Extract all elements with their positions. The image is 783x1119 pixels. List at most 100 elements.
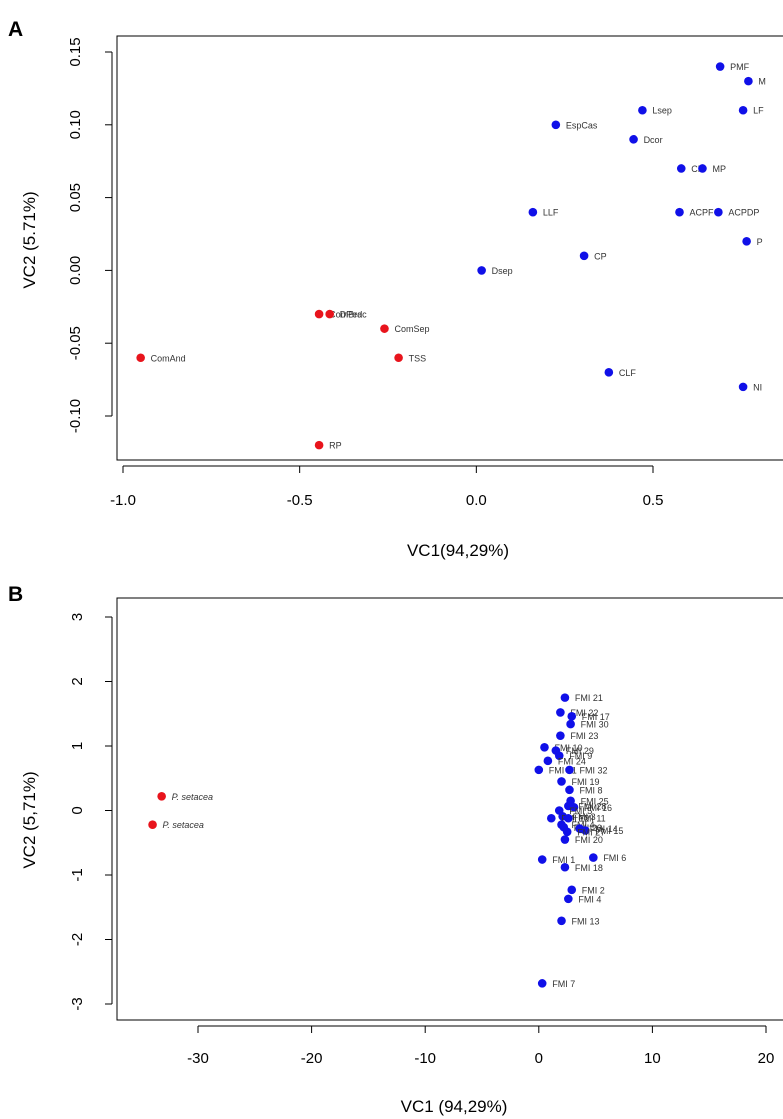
- data-point: [136, 353, 145, 363]
- point-label: LF: [753, 106, 764, 116]
- data-point: [157, 792, 166, 801]
- x-tick-label: 0.5: [643, 492, 664, 509]
- point-label: FMI 27: [577, 827, 605, 837]
- point-label: FMI 13: [572, 916, 600, 926]
- data-point: [380, 324, 389, 333]
- y-tick-label: -0.05: [67, 326, 84, 360]
- data-point: [554, 751, 564, 760]
- y-tick-label: 0.15: [67, 37, 84, 66]
- y-tick-label: 3: [69, 613, 86, 621]
- point-label: P. setacea: [163, 820, 204, 830]
- point-label: FMI 5: [569, 806, 592, 816]
- point-label: P. setacea: [172, 792, 213, 802]
- y-tick-label: -2: [69, 933, 86, 946]
- point-label: FMI 32: [579, 765, 607, 775]
- data-point: [564, 894, 573, 904]
- data-point: [579, 251, 589, 261]
- point-label: FMI 19: [572, 777, 600, 787]
- point-label: ComAnd: [151, 353, 186, 363]
- data-point: [629, 135, 638, 144]
- data-point: [314, 440, 324, 450]
- x-tick-label: -1.0: [110, 492, 136, 509]
- point-label: CP: [594, 251, 607, 261]
- data-point: [560, 862, 570, 872]
- data-point: [477, 266, 486, 275]
- data-point: [567, 712, 577, 721]
- point-label: FMI 18: [575, 863, 603, 873]
- y-tick-label: 0.10: [67, 110, 84, 139]
- x-tick-label: 20: [758, 1050, 775, 1067]
- data-point: [556, 731, 565, 740]
- point-label: LLF: [543, 208, 559, 218]
- data-point: [543, 756, 553, 766]
- data-point: [562, 827, 572, 837]
- data-point: [715, 62, 725, 71]
- data-point: [551, 120, 561, 130]
- panel-a-y-axis-title: VC2 (5.71%): [20, 191, 39, 288]
- point-label: Dsep: [492, 266, 513, 276]
- data-point: [565, 785, 574, 795]
- point-label: CLF: [619, 368, 637, 378]
- panel-b-plot-frame: [116, 597, 783, 1021]
- x-tick-label: 0.0: [466, 492, 487, 509]
- panel-a-plot-frame: [116, 35, 783, 461]
- data-point: [325, 309, 335, 319]
- data-point: [738, 382, 748, 392]
- point-label: FMI 12: [561, 814, 589, 824]
- data-point: [566, 719, 575, 729]
- y-tick-label: 0.05: [67, 183, 84, 212]
- point-label: FMI 21: [575, 693, 603, 703]
- point-label: FMI 14: [590, 824, 618, 834]
- point-label: ACPDP: [728, 208, 759, 218]
- point-label: FMI 24: [558, 756, 586, 766]
- y-tick-label: -1: [69, 868, 86, 881]
- point-label: M: [758, 77, 766, 87]
- data-point: [537, 979, 547, 988]
- point-label: TSS: [409, 353, 427, 363]
- data-point: [534, 765, 544, 775]
- data-point: [557, 777, 566, 786]
- data-point: [560, 693, 570, 702]
- point-label: Lsep: [652, 106, 672, 116]
- data-point: [394, 353, 403, 363]
- data-point: [537, 855, 547, 864]
- y-tick-label: 0.00: [67, 256, 84, 285]
- data-point: [564, 813, 573, 823]
- point-label: MP: [712, 164, 726, 174]
- data-point: [314, 309, 324, 319]
- data-point: [738, 105, 748, 115]
- x-tick-label: -0.5: [287, 492, 313, 509]
- panel-b-x-axis-title: VC1 (94,29%): [401, 1097, 508, 1116]
- y-tick-label: 0: [69, 806, 86, 814]
- y-tick-label: 2: [69, 677, 86, 685]
- x-tick-label: -20: [301, 1050, 323, 1067]
- data-point: [675, 207, 684, 217]
- point-label: FMI 28: [578, 801, 606, 811]
- point-label: FMI 4: [572, 820, 595, 830]
- point-label: ComSep: [394, 324, 429, 334]
- point-label: FMI 10: [554, 743, 582, 753]
- point-label: FMI 15: [595, 826, 623, 836]
- data-point: [540, 742, 549, 752]
- data-point: [560, 835, 570, 844]
- point-label: FMI 17: [582, 712, 610, 722]
- point-label: RP: [329, 441, 342, 451]
- y-tick-label: -3: [69, 997, 86, 1010]
- data-point: [556, 708, 565, 717]
- point-label: ComBrac: [329, 310, 367, 320]
- panel-a-x-axis-title: VC1(94,29%): [407, 541, 509, 560]
- point-label: FMI 7: [552, 979, 575, 989]
- point-label: FMI 31: [549, 765, 577, 775]
- data-point: [528, 207, 538, 217]
- data-point: [589, 853, 598, 862]
- point-label: FMI 23: [570, 731, 598, 741]
- data-point: [569, 802, 579, 812]
- data-point: [557, 916, 566, 926]
- point-label: FMI 6: [603, 853, 626, 863]
- x-tick-label: 10: [644, 1050, 661, 1067]
- point-label: DPed: [340, 310, 363, 320]
